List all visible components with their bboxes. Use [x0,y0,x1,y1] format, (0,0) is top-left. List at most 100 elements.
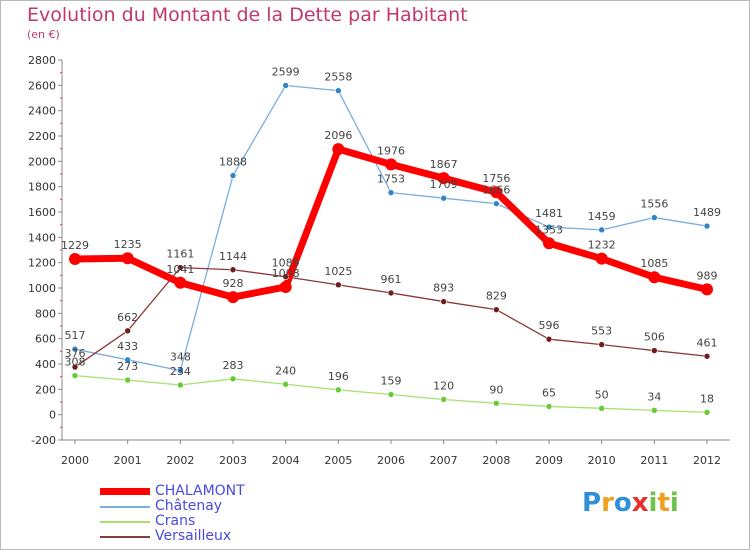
data-label: 1753 [377,173,405,186]
y-tick-label: 1000 [28,282,56,295]
x-tick-label: 2003 [219,454,247,467]
data-point [440,298,447,305]
data-point [545,403,553,410]
x-tick-label: 2008 [482,454,510,467]
data-label: 553 [591,325,612,338]
data-point [124,356,131,364]
data-point [701,283,713,296]
data-label: 1089 [272,257,300,270]
legend-swatch-versailleux [100,536,150,538]
data-label: 989 [697,269,718,282]
x-tick-label: 2005 [324,454,352,467]
data-label: 1008 [272,267,300,280]
legend-swatch-chatenay [100,506,150,508]
data-point [69,252,81,265]
y-tick-label: 2600 [28,79,56,92]
logo-letter: x [631,488,649,518]
data-label: 461 [697,336,718,349]
data-label: 90 [489,383,503,396]
y-tick-label: 1600 [28,206,56,219]
logo-letter: r [601,488,614,518]
legend-label: Châtenay [155,498,223,514]
data-point [71,345,79,353]
data-label: 1144 [219,250,247,263]
data-point [490,186,503,199]
data-label: 50 [595,388,609,401]
data-point [437,172,450,185]
data-label: 1235 [114,238,142,251]
data-label: 308 [65,356,86,369]
y-tick-label: 2200 [28,130,56,143]
data-label: 662 [117,311,138,324]
data-point [282,380,289,388]
x-tick-label: 2009 [535,454,563,467]
data-label: 893 [433,282,454,295]
data-point [335,386,342,394]
data-point [121,252,134,265]
legend-label: CHALAMONT [155,483,245,499]
logo-letter: i [648,488,658,518]
x-tick-label: 2006 [377,454,405,467]
proxiti-logo: Proxiti [582,488,679,518]
logo-letter: P [582,488,602,518]
data-point [598,226,605,234]
series-points [69,82,713,416]
x-tick-label: 2000 [61,454,89,467]
data-label: 961 [381,273,402,286]
data-point [177,381,184,389]
data-point [651,407,658,414]
data-label: 1025 [324,265,352,278]
data-label: 1666 [482,184,510,197]
y-tick-label: 2800 [28,54,56,67]
y-tick-label: 2400 [28,105,56,118]
data-point [227,291,239,304]
legend-swatch-chalamont [100,488,150,495]
data-label: 1489 [693,206,721,219]
data-label: 1232 [588,239,616,252]
y-tick-label: 600 [35,333,56,346]
chart-title: Evolution du Montant de la Dette par Hab… [27,4,468,26]
data-label: 18 [700,392,714,405]
data-point [385,158,397,171]
data-point [493,399,500,407]
chart-subtitle: (en €) [27,28,60,41]
data-label: 1867 [430,158,458,171]
x-tick-label: 2002 [166,454,194,467]
data-label: 1459 [588,210,616,223]
data-label: 1709 [430,178,458,191]
x-tick-label: 2001 [114,454,142,467]
data-label: 1756 [482,172,510,185]
y-tick-label: -200 [31,434,56,447]
data-label: 433 [117,340,138,353]
data-label: 348 [170,351,191,364]
y-tick-label: 800 [35,307,56,320]
data-point [177,264,184,271]
logo-letter: t [657,488,670,518]
data-label: 196 [328,370,349,383]
y-tick-label: 400 [35,358,56,371]
data-point [282,273,289,281]
data-label: 273 [117,360,138,373]
data-label: 283 [223,359,244,372]
data-label: 928 [223,277,244,290]
data-point [335,281,342,289]
data-label: 159 [381,375,402,388]
series-line [74,84,708,372]
data-point [545,335,553,343]
data-point [651,214,658,221]
data-label: 65 [542,386,556,399]
data-point [229,266,237,274]
data-label: 240 [275,364,296,377]
data-point [332,143,345,156]
data-point [595,252,608,265]
data-point [703,409,711,416]
data-point [124,327,131,335]
x-tick-label: 2007 [430,454,458,467]
data-point [545,223,553,231]
data-label: 829 [486,290,507,303]
data-point [703,222,711,230]
data-label: 376 [65,347,86,360]
y-tick-label: 2000 [28,155,56,168]
y-tick-label: 200 [35,383,56,396]
